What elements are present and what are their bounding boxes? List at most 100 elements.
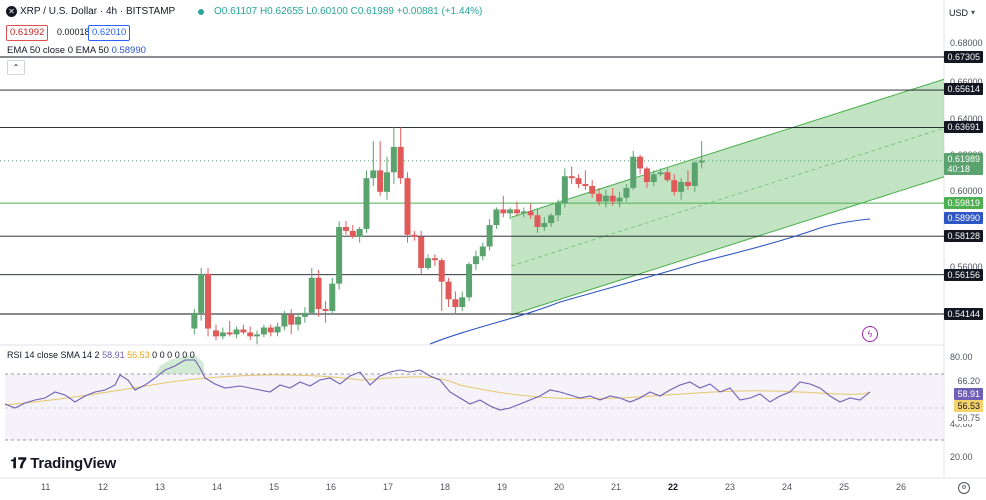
candle-body [596,193,603,202]
currency-dropdown-icon[interactable]: ▾ [971,8,976,17]
alert-flash-icon[interactable]: ϟ [862,326,878,342]
candle [500,195,507,218]
rsi-legend[interactable]: RSI 14 close SMA 14 2 58.91 56.53 0 0 0 … [7,350,195,360]
x-tick-25: 25 [839,482,850,492]
candle-body [349,230,356,237]
candle-body [370,170,377,179]
candle [534,209,541,233]
candle [698,141,705,169]
currency-label[interactable]: USD [949,8,969,18]
candle-body [630,156,637,188]
candle-body [274,326,281,333]
level-label-3: 0.59819 [944,197,983,209]
candle-body [555,203,561,216]
current-price-value: 0.61989 [947,154,980,164]
symbol-close-icon[interactable]: ✕ [6,6,17,17]
candle [575,174,582,188]
candle-body [363,178,370,229]
candle-body [520,211,527,214]
candle-body [623,187,630,198]
candle-body [650,174,657,183]
rsi-line [4,359,871,411]
candle [602,189,609,208]
horizontal-levels [0,56,944,315]
candle [691,160,698,192]
candle-body [561,176,568,204]
candle [219,327,226,340]
candle [616,191,623,208]
candle [596,187,603,206]
tv-logo-mark: 𝟏𝟕 [10,455,31,472]
candle [609,187,616,206]
candle [267,324,274,337]
candle [548,213,555,227]
level-label-1: 0.65614 [944,83,983,95]
bid-price[interactable]: 0.61992 [6,25,49,41]
candle-body [247,332,254,337]
candle [384,156,390,200]
ema-legend-label[interactable]: EMA 50 close 0 EMA 50 0.58990 [7,45,146,56]
candle [356,226,363,243]
candle [568,166,575,185]
x-tick-19: 19 [497,482,508,492]
y-tick-6: 0.56000 [950,262,983,272]
candle-body [493,209,500,226]
candle [329,277,336,313]
x-tick-26: 26 [896,482,907,492]
collapse-legend-button[interactable]: ⌃ [7,60,25,75]
chart-settings-icon[interactable]: ⚙ [958,482,970,494]
candle-body [336,226,343,284]
x-tick-23: 23 [725,482,736,492]
candle-body [431,258,438,261]
candle [431,254,438,267]
x-tick-13: 13 [155,482,166,492]
candle-body [356,228,363,237]
candle [233,326,240,339]
current-price-label: 0.61989 40:18 [944,153,983,175]
candle-body [691,162,698,186]
candle [315,269,322,317]
candle [411,230,418,241]
ema-legend-text: EMA 50 close 0 EMA 50 [7,45,109,56]
candle-body [254,334,261,337]
rsi-legend-zeros: 0 0 0 0 0 0 [152,350,195,360]
rsi-legend-sma: 56.53 [127,350,150,360]
candle-body [643,168,650,183]
candle [561,168,568,208]
candle-body [678,182,685,192]
symbol-title[interactable]: XRP / U.S. Dollar · 4h · BITSTAMP [20,6,176,17]
rsi-tick-40: 40.00 [950,419,973,429]
x-tick-16: 16 [326,482,337,492]
candle [507,207,514,220]
candle-body [315,277,322,310]
candle-body [438,260,445,282]
candle [637,154,644,175]
candle-body [418,236,425,268]
candle [295,312,302,331]
candle [288,309,295,335]
candle-body [459,297,466,308]
candle [363,170,370,233]
candle-body [260,327,267,335]
ask-price[interactable]: 0.62010 [88,25,131,41]
candle-body [377,170,384,192]
y-tick-3: 0.64000 [950,114,983,124]
candle [541,217,548,231]
candle [555,199,561,222]
ema-price-label: 0.58990 [944,212,983,224]
candle-body [548,215,555,224]
rsi-badge-sma: 56.53 [954,400,983,412]
x-tick-17: 17 [383,482,394,492]
level-label-2: 0.63691 [944,121,983,133]
candle-body [698,160,705,163]
x-tick-21: 21 [611,482,622,492]
candle-body [198,273,205,313]
candle [226,320,233,337]
candle [466,262,473,302]
candle-body [397,146,404,179]
candle-body [657,172,664,175]
candle [445,277,452,308]
candle [377,141,384,196]
x-tick-11: 11 [41,482,51,492]
